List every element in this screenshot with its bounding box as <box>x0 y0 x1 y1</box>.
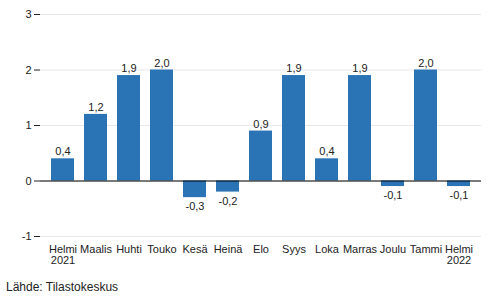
svg-text:-1: -1 <box>22 230 32 242</box>
svg-text:-0,2: -0,2 <box>219 195 238 207</box>
svg-text:Loka: Loka <box>315 243 340 255</box>
svg-text:Elo: Elo <box>253 243 269 255</box>
svg-text:2,0: 2,0 <box>418 57 433 69</box>
svg-text:1,2: 1,2 <box>88 101 103 113</box>
svg-text:Syys: Syys <box>282 243 306 255</box>
svg-text:1,9: 1,9 <box>286 62 301 74</box>
svg-text:-0,1: -0,1 <box>450 189 469 201</box>
svg-text:Marras: Marras <box>343 243 378 255</box>
svg-text:Helmi2021: Helmi2021 <box>49 243 77 266</box>
svg-text:2,0: 2,0 <box>154 57 169 69</box>
svg-text:Touko: Touko <box>147 243 176 255</box>
svg-text:3: 3 <box>25 8 31 20</box>
svg-text:0,4: 0,4 <box>55 145 70 157</box>
svg-text:-0,3: -0,3 <box>186 200 205 212</box>
svg-text:-0,1: -0,1 <box>384 189 403 201</box>
svg-text:1: 1 <box>25 119 31 131</box>
svg-text:Kesä: Kesä <box>182 243 208 255</box>
svg-text:Joulu: Joulu <box>380 243 406 255</box>
svg-text:1,9: 1,9 <box>352 62 367 74</box>
svg-text:1,9: 1,9 <box>121 62 136 74</box>
svg-text:2: 2 <box>25 64 31 76</box>
svg-text:0,9: 0,9 <box>253 118 268 130</box>
svg-text:Maalis: Maalis <box>80 243 112 255</box>
svg-text:Huhti: Huhti <box>116 243 142 255</box>
svg-text:Helmi2022: Helmi2022 <box>445 243 473 266</box>
svg-text:0,4: 0,4 <box>319 145 334 157</box>
svg-text:0: 0 <box>25 175 31 187</box>
html-text:Lähde: Tilastokeskus: Lähde: Tilastokeskus <box>6 280 119 294</box>
svg-text:Tammi: Tammi <box>410 243 442 255</box>
svg-text:Heinä: Heinä <box>214 243 244 255</box>
